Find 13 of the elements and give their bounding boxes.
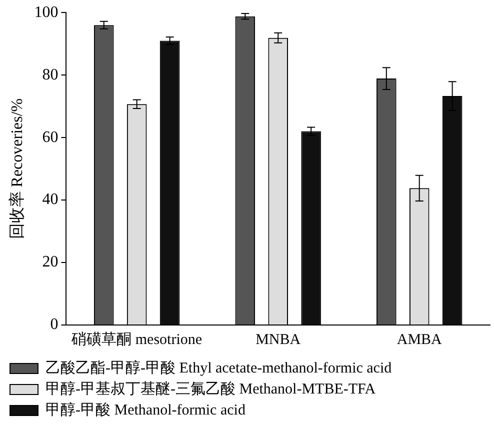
x-tick-label: AMBA xyxy=(396,332,442,348)
y-tick-label: 60 xyxy=(42,128,58,146)
y-tick-label: 20 xyxy=(42,254,58,271)
legend-label: 乙酸乙酯-甲醇-甲酸 Ethyl acetate-methanol-formic acid xyxy=(46,359,392,376)
y-tick-label: 0 xyxy=(50,316,58,334)
legend-label: 甲醇-甲酸 Methanol-formic acid xyxy=(46,401,246,418)
y-tick-label: 80 xyxy=(42,66,58,84)
legend-label: 甲醇-甲基叔丁基醚-三氟乙酸 Methanol-MTBE-TFA xyxy=(46,380,376,398)
y-tick-label: 100 xyxy=(34,4,58,21)
y-axis-title: 回收率 Recoveries/% xyxy=(8,98,26,240)
y-tick-label: 40 xyxy=(42,191,58,208)
x-tick-label: 硝磺草酮 mesotrione xyxy=(70,330,202,348)
x-tick-label: MNBA xyxy=(256,332,301,348)
